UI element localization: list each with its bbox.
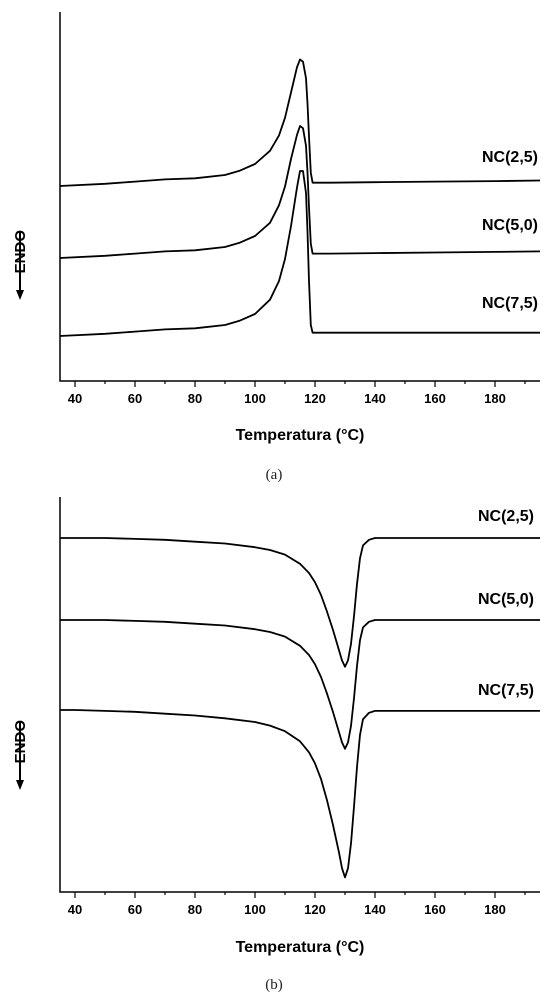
x-tick-label: 40 (68, 902, 82, 917)
x-tick-label: 180 (484, 391, 506, 406)
series-line-nc-7-5- (60, 709, 540, 879)
axes-frame (59, 497, 540, 893)
caption-b: (b) (265, 977, 283, 993)
series-label: NC(7,5) (478, 682, 534, 699)
x-tick-label: 40 (68, 391, 82, 406)
x-tick-label: 160 (424, 391, 446, 406)
endo-arrow-head (16, 290, 24, 300)
x-tick-label: 80 (188, 391, 202, 406)
x-tick-label: 100 (244, 902, 266, 917)
x-tick-label: 160 (424, 902, 446, 917)
x-tick-label: 180 (484, 902, 506, 917)
x-axis-title: Temperatura (°C) (236, 939, 365, 956)
x-tick-label: 140 (364, 391, 386, 406)
axes-frame (59, 12, 540, 382)
series-line-nc-7-5- (59, 170, 540, 337)
x-tick-label: 100 (244, 391, 266, 406)
series-label: NC(7,5) (482, 295, 538, 312)
x-tick-label: 120 (304, 391, 326, 406)
caption-a: (a) (266, 467, 283, 483)
x-tick-label: 60 (128, 391, 142, 406)
series-label: NC(5,0) (482, 217, 538, 234)
series-line-nc-5-0- (59, 125, 541, 259)
series-line-nc-2-5- (59, 58, 541, 187)
series-line-nc-5-0- (60, 619, 540, 750)
series-label: NC(2,5) (478, 508, 534, 525)
x-axis-title: Temperatura (°C) (236, 427, 365, 444)
series-line-nc-2-5- (60, 537, 540, 668)
x-tick-label: 60 (128, 902, 142, 917)
series-label: NC(5,0) (478, 591, 534, 608)
x-tick-label: 140 (364, 902, 386, 917)
endo-arrow-head (16, 780, 24, 790)
x-tick-label: 120 (304, 902, 326, 917)
series-label: NC(2,5) (482, 149, 538, 166)
x-tick-label: 80 (188, 902, 202, 917)
